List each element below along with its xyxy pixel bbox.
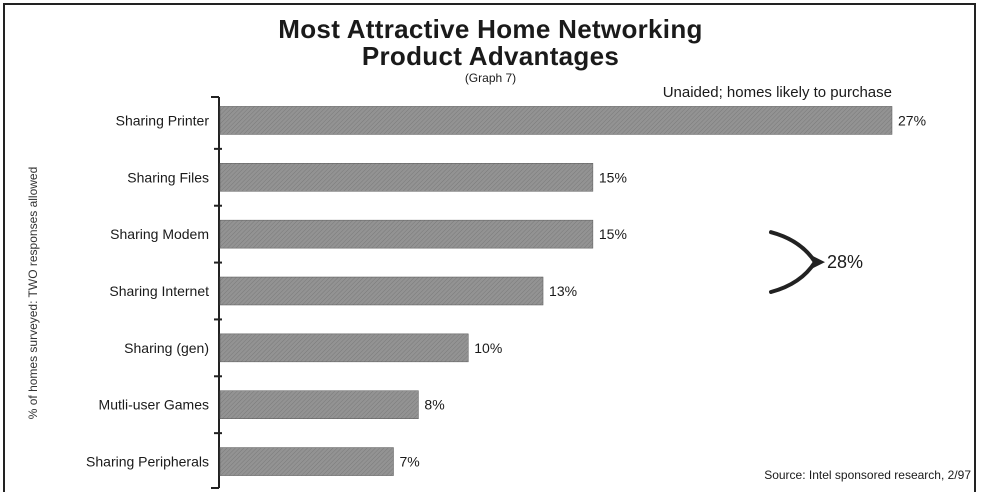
value-label: 13% xyxy=(549,283,577,299)
chart-title-line-2: Product Advantages xyxy=(361,41,620,71)
bar xyxy=(219,163,594,192)
value-label: 15% xyxy=(599,169,627,185)
category-label: Sharing Modem xyxy=(110,226,209,242)
category-label: Sharing Peripherals xyxy=(86,454,209,470)
value-label: 27% xyxy=(898,112,926,128)
bar xyxy=(219,219,594,249)
value-label: 8% xyxy=(424,397,444,413)
callout-label: 28% xyxy=(827,252,863,272)
category-label: Sharing (gen) xyxy=(124,340,209,356)
chart-frame xyxy=(3,3,976,492)
category-label: Sharing Printer xyxy=(116,112,210,128)
bar xyxy=(219,447,394,476)
graph-number-label: (Graph 7) xyxy=(464,71,517,85)
category-label: Sharing Files xyxy=(127,169,209,185)
chart-subtitle: Unaided; homes likely to purchase xyxy=(662,84,892,101)
callout-arrow-head xyxy=(809,254,825,271)
value-label: 15% xyxy=(599,226,627,242)
category-label: Mutli-user Games xyxy=(99,397,209,413)
value-label: 10% xyxy=(474,340,502,356)
bar xyxy=(219,390,419,419)
category-label: Sharing Internet xyxy=(109,283,209,299)
callout-bracket xyxy=(769,230,818,294)
bar xyxy=(219,106,893,135)
chart-title-line-1: Most Attractive Home Networking xyxy=(278,14,703,44)
source-note: Source: Intel sponsored research, 2/97 xyxy=(764,468,971,482)
value-label: 7% xyxy=(399,454,419,470)
chart-title: Most Attractive Home Networking Product … xyxy=(0,16,981,70)
bar xyxy=(219,333,469,363)
bar xyxy=(219,276,544,306)
